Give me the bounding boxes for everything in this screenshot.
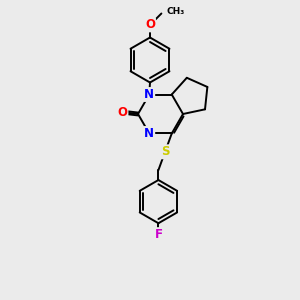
Text: N: N	[144, 127, 154, 140]
Text: N: N	[144, 88, 154, 101]
Text: O: O	[118, 106, 128, 119]
Text: CH₃: CH₃	[167, 7, 185, 16]
Text: F: F	[154, 228, 162, 241]
Text: S: S	[161, 145, 169, 158]
Text: O: O	[145, 18, 155, 32]
